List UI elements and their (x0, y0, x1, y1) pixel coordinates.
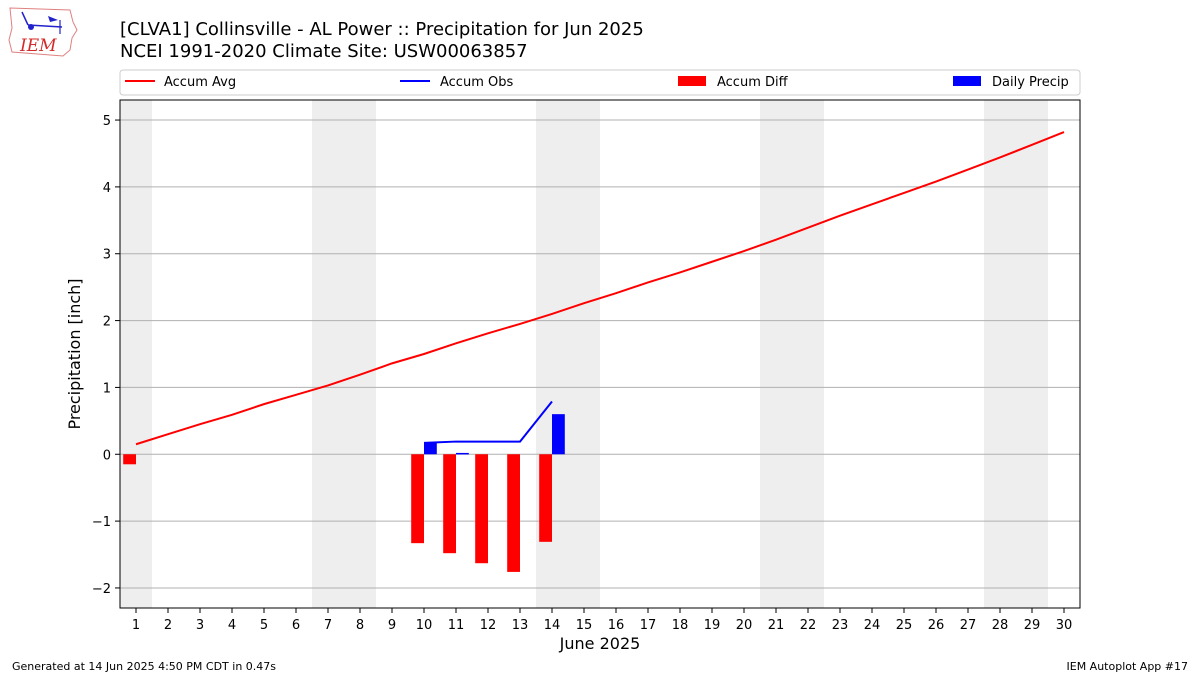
daily-precip-bar (552, 414, 565, 455)
y-tick-label: 2 (103, 315, 111, 330)
x-tick-label: 5 (260, 618, 268, 633)
x-tick-label: 9 (388, 618, 396, 633)
accum-diff-bar (411, 454, 424, 544)
accum-avg-line (135, 131, 1065, 446)
weekend-band (312, 100, 344, 608)
weekend-band (984, 100, 1016, 608)
footer-app: IEM Autoplot App #17 (1067, 660, 1189, 673)
x-tick-label: 11 (448, 618, 465, 633)
chart-subtitle: NCEI 1991-2020 Climate Site: USW00063857 (120, 41, 528, 62)
x-tick-label: 26 (928, 618, 945, 633)
series-lines (135, 131, 1065, 446)
logo-text: IEM (19, 36, 57, 56)
accum-diff-bar (507, 454, 520, 572)
bars (123, 414, 565, 572)
y-tick-label: 0 (103, 448, 111, 463)
x-tick-label: 8 (356, 618, 364, 633)
weekend-band (344, 100, 376, 608)
x-tick-label: 18 (672, 618, 689, 633)
grid-lines (120, 119, 1080, 589)
weekend-band (792, 100, 824, 608)
x-tick-label: 6 (292, 618, 300, 633)
footer-generated: Generated at 14 Jun 2025 4:50 PM CDT in … (12, 660, 276, 673)
x-tick-label: 13 (512, 618, 529, 633)
legend-item-accum-diff: Accum Diff (678, 75, 789, 90)
plot-frame (119, 99, 1081, 609)
x-tick-label: 22 (800, 618, 817, 633)
x-axis-ticks: 1 2 3 4 5 6 7 8 9 10 11 12 13 14 15 16 17 18 19 20 21 22 23 24 2… (132, 608, 1072, 633)
x-tick-label: 15 (576, 618, 593, 633)
x-tick-label: 27 (960, 618, 977, 633)
accum-diff-bar (475, 454, 488, 564)
x-tick-label: 3 (196, 618, 204, 633)
x-tick-label: 7 (324, 618, 332, 633)
daily-precip-bar (424, 442, 437, 455)
x-tick-label: 4 (228, 618, 236, 633)
weekend-band (1016, 100, 1048, 608)
daily-precip-bar (456, 452, 469, 455)
legend-item-accum-obs: Accum Obs (400, 75, 513, 90)
x-tick-label: 20 (736, 618, 753, 633)
y-tick-label: −2 (92, 582, 111, 597)
legend: Accum Avg Accum Obs Accum Diff Daily Pre… (119, 69, 1081, 96)
accum-diff-bar (539, 454, 552, 542)
legend-label-accum-obs: Accum Obs (440, 75, 513, 90)
x-tick-label: 2 (164, 618, 172, 633)
legend-label-accum-avg: Accum Avg (164, 75, 236, 90)
chart-title: [CLVA1] Collinsville - AL Power :: Preci… (120, 19, 644, 40)
y-tick-label: 3 (103, 248, 111, 263)
accum-obs-line (423, 400, 553, 444)
accum-diff-bar (123, 454, 136, 465)
y-axis-ticks: −2 −1 0 1 2 3 4 5 (92, 114, 120, 597)
legend-item-accum-avg: Accum Avg (125, 75, 236, 90)
iowa-outline-icon (8, 7, 78, 57)
weekend-band (120, 100, 152, 608)
x-axis-label: June 2025 (559, 634, 641, 653)
x-tick-label: 29 (1024, 618, 1041, 633)
x-tick-label: 14 (544, 618, 561, 633)
x-tick-label: 23 (832, 618, 849, 633)
legend-label-daily-precip: Daily Precip (992, 75, 1069, 90)
x-tick-label: 21 (768, 618, 785, 633)
y-tick-label: 5 (103, 114, 111, 129)
x-tick-label: 19 (704, 618, 721, 633)
x-tick-label: 25 (896, 618, 913, 633)
y-tick-label: 4 (103, 181, 111, 196)
x-tick-label: 30 (1056, 618, 1073, 633)
legend-label-accum-diff: Accum Diff (717, 75, 789, 90)
y-tick-label: −1 (92, 515, 111, 530)
y-tick-label: 1 (103, 381, 111, 396)
x-tick-label: 1 (132, 618, 140, 633)
x-tick-label: 28 (992, 618, 1009, 633)
x-tick-label: 12 (480, 618, 497, 633)
weekend-band (760, 100, 792, 608)
iem-logo: IEM (8, 7, 78, 57)
weekend-bands (120, 100, 1048, 608)
x-tick-label: 24 (864, 618, 881, 633)
x-tick-label: 16 (608, 618, 625, 633)
accum-diff-bar (443, 454, 456, 554)
weekend-band (568, 100, 600, 608)
x-tick-label: 17 (640, 618, 657, 633)
legend-item-daily-precip: Daily Precip (953, 75, 1069, 90)
x-tick-label: 10 (416, 618, 433, 633)
y-axis-label: Precipitation [inch] (65, 278, 84, 429)
